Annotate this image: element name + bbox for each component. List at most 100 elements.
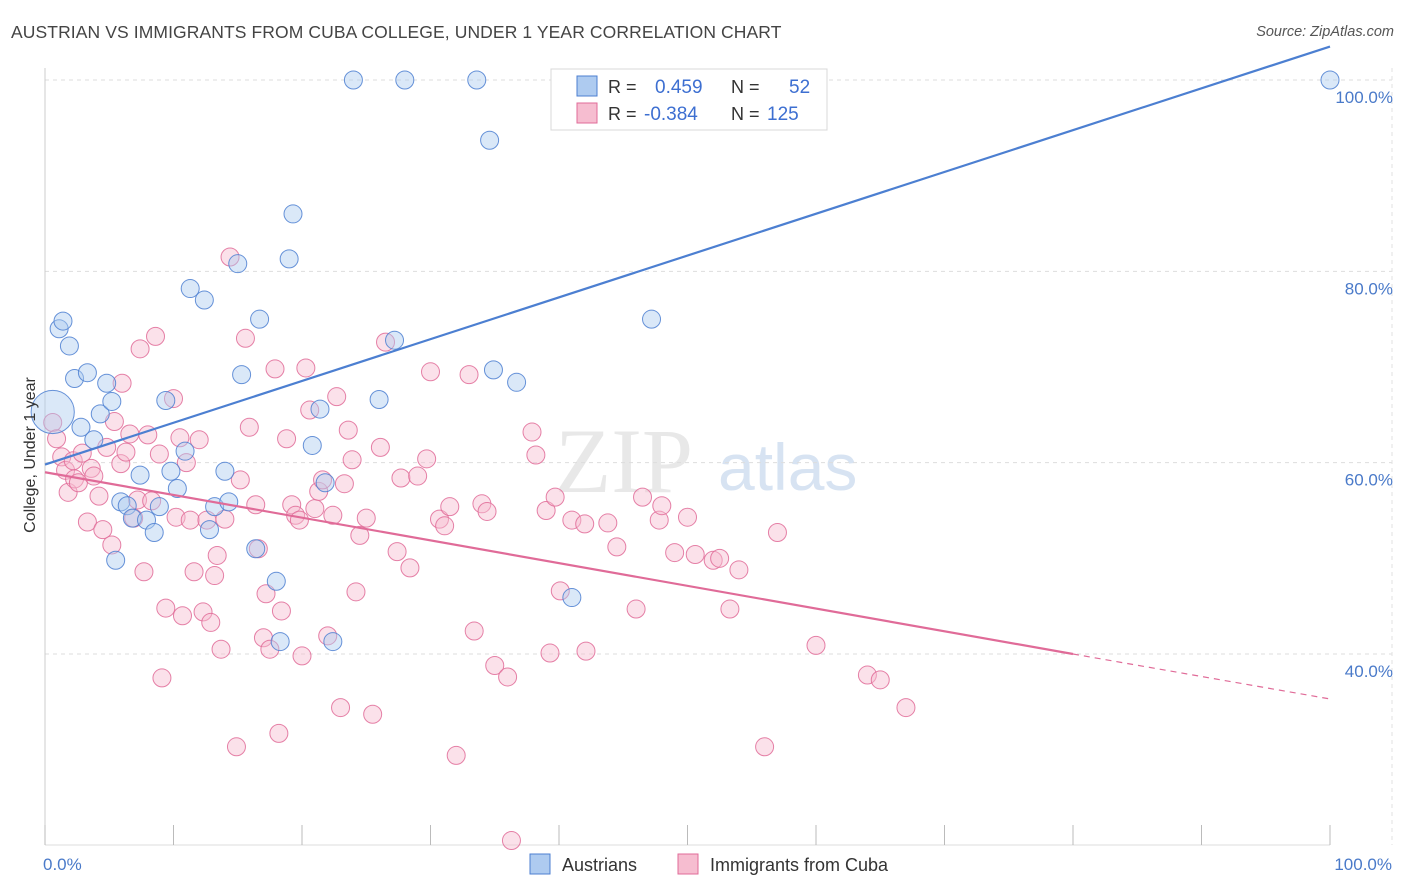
- cuba-point-75: [342, 450, 362, 470]
- cuba-point-15: [102, 535, 122, 555]
- austrians-point-31: [246, 539, 266, 559]
- cuba-point-124: [870, 670, 890, 690]
- austrians-point-4: [65, 368, 85, 388]
- correlation-legend: R = 0.459 N = 52 R = -0.384 N = 125: [550, 68, 828, 131]
- cuba-point-85: [408, 466, 428, 486]
- series-immigrants-from-cuba: [43, 247, 916, 851]
- austrians-point-36: [283, 204, 303, 224]
- cuba-point-74: [338, 420, 358, 440]
- cuba-trend-extension: [1072, 653, 1331, 700]
- austrians-point-34: [270, 632, 290, 652]
- y-tick-label-60: 60.0%: [1345, 471, 1393, 490]
- cuba-point-37: [184, 562, 204, 582]
- cuba-point-10: [81, 458, 101, 478]
- bottom-legend-austrians: Austrians: [562, 855, 637, 875]
- cuba-point-18: [112, 373, 132, 393]
- cuba-point-80: [370, 437, 390, 457]
- austrians-point-29: [228, 254, 248, 274]
- austrians-point-49: [562, 588, 582, 608]
- x-tick-label-max: 100.0%: [1334, 855, 1392, 874]
- cuba-point-57: [269, 723, 289, 743]
- cuba-point-60: [282, 495, 302, 515]
- cuba-point-105: [575, 514, 595, 534]
- cuba-point-41: [201, 612, 221, 632]
- chart-title: AUSTRIAN VS IMMIGRANTS FROM CUBA COLLEGE…: [11, 22, 782, 42]
- austrians-point-48: [507, 372, 527, 392]
- austrians-point-2: [53, 311, 73, 331]
- cuba-point-83: [391, 468, 411, 488]
- cuba-point-36: [180, 510, 200, 530]
- cuba-point-22: [128, 490, 148, 510]
- austrians-point-44: [395, 70, 415, 90]
- cuba-point-114: [678, 507, 697, 527]
- legend-n-value-1: 52: [789, 77, 810, 98]
- cuba-point-104: [562, 510, 582, 530]
- cuba-point-86: [417, 449, 437, 469]
- austrians-point-39: [315, 473, 335, 493]
- cuba-point-66: [305, 499, 325, 519]
- austrians-point-27: [215, 461, 235, 481]
- cuba-point-68: [313, 470, 333, 490]
- austrians-point-9: [97, 373, 117, 393]
- cuba-point-13: [93, 520, 113, 540]
- cuba-point-58: [271, 601, 291, 621]
- austrians-point-47: [483, 360, 503, 380]
- cuba-point-97: [498, 667, 518, 687]
- cuba-point-110: [633, 487, 653, 507]
- cuba-point-113: [665, 543, 685, 563]
- austrians-point-35: [279, 249, 299, 269]
- cuba-point-64: [296, 358, 316, 378]
- cuba-point-34: [172, 606, 192, 626]
- austrians-point-11: [106, 550, 126, 570]
- austrians-point-42: [369, 390, 389, 410]
- cuba-point-47: [226, 737, 246, 757]
- austrians-point-13: [117, 496, 137, 516]
- cuba-point-23: [130, 339, 150, 359]
- austrians-point-23: [180, 279, 200, 299]
- austrians-point-6: [77, 363, 97, 383]
- bottom-legend-swatch-austrians: [529, 853, 551, 875]
- austrians-point-8: [90, 404, 110, 424]
- cuba-point-50: [239, 417, 259, 437]
- cuba-point-42: [205, 566, 225, 586]
- cuba-point-59: [277, 429, 297, 449]
- austrians-point-19: [156, 390, 176, 410]
- austrians-point-25: [199, 520, 219, 540]
- cuba-point-17: [111, 454, 131, 474]
- austrians-point-3: [59, 336, 79, 356]
- cuba-point-43: [207, 545, 227, 565]
- cuba-point-31: [164, 389, 183, 409]
- austrians-point-43: [385, 330, 405, 350]
- austrians-point-33: [266, 571, 286, 591]
- cuba-point-122: [806, 635, 826, 655]
- cuba-point-88: [429, 509, 449, 529]
- legend-r-label-2: R =: [608, 104, 637, 124]
- legend-r-value-1: 0.459: [655, 77, 703, 98]
- cuba-point-46: [220, 247, 240, 267]
- cuba-point-76: [346, 582, 366, 602]
- cuba-point-95: [477, 501, 497, 521]
- cuba-point-19: [116, 442, 136, 462]
- legend-n-value-2: 125: [767, 104, 799, 125]
- y-tick-labels: 40.0% 60.0% 80.0% 100.0%: [1335, 88, 1393, 681]
- cuba-point-62: [289, 510, 309, 530]
- cuba-point-92: [459, 365, 479, 385]
- austrians-point-37: [302, 435, 322, 455]
- cuba-point-99: [526, 445, 546, 465]
- y-tick-label-40: 40.0%: [1345, 662, 1393, 681]
- cuba-point-63: [292, 646, 312, 666]
- cuba-point-39: [193, 602, 213, 622]
- cuba-point-117: [710, 548, 730, 568]
- cuba-point-93: [464, 621, 484, 641]
- cuba-point-112: [652, 496, 672, 516]
- cuba-point-70: [323, 505, 343, 525]
- cuba-point-106: [576, 641, 596, 661]
- cuba-point-30: [156, 598, 176, 618]
- cuba-point-28: [149, 444, 169, 464]
- cuba-point-103: [550, 581, 570, 601]
- cuba-point-27: [146, 326, 166, 346]
- cuba-point-48: [230, 470, 250, 490]
- austrians-point-24: [194, 290, 214, 310]
- austrians-point-46: [480, 130, 500, 150]
